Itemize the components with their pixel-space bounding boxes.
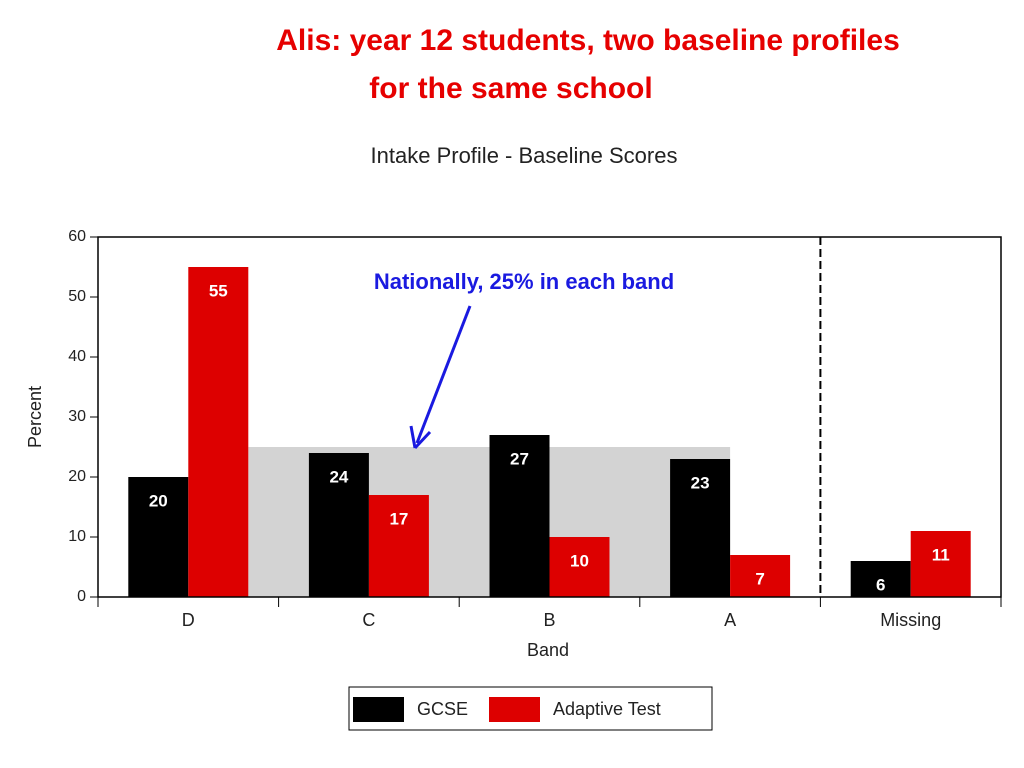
chart-title: Intake Profile - Baseline Scores bbox=[371, 143, 678, 168]
legend-box bbox=[348, 686, 713, 731]
y-tick-label: 30 bbox=[68, 408, 86, 425]
y-tick-label: 0 bbox=[77, 588, 86, 605]
x-tick-label: A bbox=[724, 610, 736, 630]
x-tick-label: Missing bbox=[880, 610, 941, 630]
legend-label: GCSE bbox=[417, 699, 468, 719]
y-tick-label: 50 bbox=[68, 288, 86, 305]
legend-label: Adaptive Test bbox=[553, 699, 661, 719]
annotation-arrow bbox=[415, 305, 472, 444]
value-label: 7 bbox=[755, 569, 764, 588]
value-label: 24 bbox=[329, 467, 348, 486]
x-tick-label: C bbox=[362, 610, 375, 630]
bar bbox=[850, 561, 911, 597]
y-tick-label: 40 bbox=[68, 348, 86, 365]
slide-title: for the same school bbox=[369, 72, 652, 105]
value-label: 6 bbox=[876, 575, 885, 594]
annotation: Nationally, 25% in each band bbox=[374, 269, 674, 294]
plot-frame bbox=[97, 236, 1002, 598]
y-tick-label: 20 bbox=[68, 468, 86, 485]
bar bbox=[489, 435, 550, 597]
bar bbox=[128, 477, 189, 597]
legend: GCSE Adaptive Test bbox=[353, 697, 661, 722]
bar bbox=[308, 453, 369, 597]
y-axis-label: Percent bbox=[25, 386, 45, 448]
bar bbox=[368, 495, 429, 597]
bar bbox=[730, 555, 791, 597]
value-label: 27 bbox=[510, 449, 529, 468]
y-tick-label: 60 bbox=[68, 228, 86, 245]
bar bbox=[910, 531, 971, 597]
value-label: 23 bbox=[691, 473, 710, 492]
value-label: 55 bbox=[209, 281, 228, 300]
x-axis-label: Band bbox=[527, 640, 569, 660]
value-label: 11 bbox=[932, 545, 950, 564]
x-tick-label: B bbox=[543, 610, 555, 630]
slide-title: Alis: year 12 students, two baseline pro… bbox=[276, 24, 900, 57]
arrow-head bbox=[409, 425, 432, 450]
legend-swatch bbox=[353, 697, 404, 722]
value-label: 17 bbox=[389, 509, 408, 528]
bar bbox=[549, 537, 610, 597]
legend-swatch bbox=[489, 697, 540, 722]
bar bbox=[670, 459, 731, 597]
x-tick-label: D bbox=[182, 610, 195, 630]
bar bbox=[188, 267, 249, 597]
value-label: 20 bbox=[149, 491, 168, 510]
value-label: 10 bbox=[570, 551, 589, 570]
y-tick-label: 10 bbox=[68, 528, 86, 545]
